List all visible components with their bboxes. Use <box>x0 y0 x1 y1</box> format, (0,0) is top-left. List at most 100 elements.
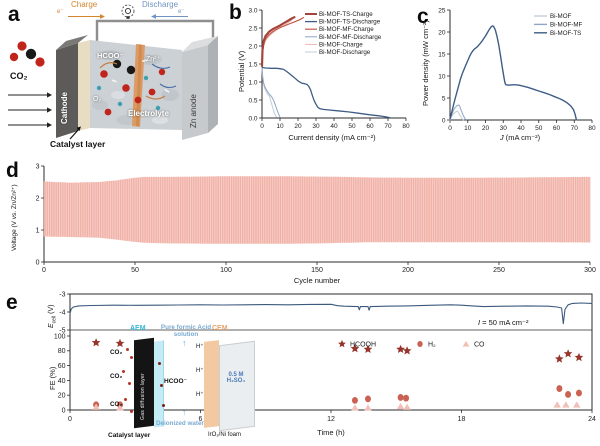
cycle-strokes <box>43 176 591 244</box>
panel-letter-b: b <box>229 1 242 24</box>
svg-text:10: 10 <box>438 73 446 80</box>
svg-text:2.5: 2.5 <box>248 25 257 32</box>
svg-text:0: 0 <box>448 125 452 132</box>
co2-dot <box>128 382 131 385</box>
inset-co2-label-3: CO₂ <box>110 401 123 408</box>
svg-text:50: 50 <box>535 125 543 132</box>
catalyst-layer-label: Catalyst layer <box>50 139 106 149</box>
catalyst-strip <box>78 40 90 131</box>
cem-membrane <box>204 340 219 428</box>
fe-scatter <box>91 338 584 411</box>
svg-text:0: 0 <box>62 407 66 414</box>
battery-schematic-canvas <box>8 4 218 140</box>
current-density-annotation: I = 50 mA cm⁻² <box>478 319 528 327</box>
svg-text:3.0: 3.0 <box>248 7 257 14</box>
chart-b-canvas: 0 10 20 30 40 50 60 70 80 0.0 0.5 1.0 1.5 2.0 2.5 3.0 Bi… <box>248 7 410 130</box>
co2-dot <box>130 410 133 413</box>
chart-d-xlabel: Cycle number <box>293 276 341 285</box>
svg-text:20: 20 <box>482 125 490 132</box>
charge-arrow <box>68 14 105 19</box>
svg-text:60: 60 <box>366 123 374 130</box>
cem-label: CEM <box>212 325 228 332</box>
co2-label: CO₂ <box>10 71 28 81</box>
fe-legend: HCOOH H₂ CO <box>338 339 485 349</box>
inset-co2-label-2: CO₂ <box>110 373 123 380</box>
svg-text:1.0: 1.0 <box>248 79 257 86</box>
charge-electron-label: e⁻ <box>57 9 64 15</box>
svg-text:10: 10 <box>464 125 472 132</box>
svg-text:80: 80 <box>402 123 410 130</box>
svg-text:6: 6 <box>199 416 203 423</box>
series-lines <box>260 16 391 119</box>
svg-text:60: 60 <box>58 363 66 370</box>
up-arrow-formic: ↑ <box>182 338 187 348</box>
chart-c-ylabel: Power density (mW cm⁻²) <box>421 19 430 106</box>
panel-a-schematic: e⁻ Charge Discharge e⁻ CO₂ Cathode HCOO⁻… <box>0 0 228 158</box>
panel-letter-a: a <box>8 3 20 26</box>
svg-text:100: 100 <box>220 267 232 274</box>
svg-text:0.5: 0.5 <box>248 97 257 104</box>
zn-ion-label: Zn²⁺ <box>146 56 161 63</box>
svg-text:70: 70 <box>571 125 579 132</box>
hcoo-dot <box>162 404 165 407</box>
panel-b-polarization-chart: 0 10 20 30 40 50 60 70 80 0.0 0.5 1.0 1.5 2.0 2.5 3.0 Bi… <box>228 0 414 158</box>
svg-text:15: 15 <box>438 51 446 58</box>
svg-text:0: 0 <box>442 117 446 124</box>
chart-e-canvas: -3 -4 -5 0 20 40 60 80 100 0 6 12 18 24 HCOOH H₂ CO <box>54 291 596 423</box>
co2-dot <box>130 356 133 359</box>
svg-text:1: 1 <box>36 227 40 234</box>
svg-text:Bi-MOF: Bi-MOF <box>550 13 572 20</box>
cathode-label: Cathode <box>60 92 69 124</box>
co2-dot <box>126 348 129 351</box>
chart-e-fe-ylabel: FE (%) <box>48 366 57 390</box>
cell-voltage-line <box>69 302 593 325</box>
gas-diffusion-layer-label: Gas diffusion layer <box>140 372 146 420</box>
series-lines <box>449 25 578 121</box>
svg-text:20: 20 <box>58 393 66 400</box>
svg-text:18: 18 <box>458 416 466 423</box>
co2-dot <box>122 370 125 373</box>
h-plus-label-1: H⁺ <box>196 344 204 350</box>
svg-text:50: 50 <box>131 267 139 274</box>
svg-text:40: 40 <box>517 125 525 132</box>
panel-c-power-density-chart: 0 10 20 30 40 50 60 70 80 0 5 10 15 20 25 Bi-MOF Bi-MOF-… <box>414 0 600 158</box>
panel-d-cycling-chart: 0 50 100 150 200 250 300 0 1 2 3 Cycle number Volt… <box>0 158 600 290</box>
chart-c-canvas: 0 10 20 30 40 50 60 70 800510152025Bi-MOFBi-MOF-… <box>438 7 596 132</box>
panel-letter-c: c <box>417 5 429 28</box>
gas-flow-arrows <box>8 92 52 128</box>
svg-text:Bi-MOF-TS-Discharge: Bi-MOF-TS-Discharge <box>319 19 381 26</box>
svg-text:2.0: 2.0 <box>248 43 257 50</box>
svg-text:300: 300 <box>584 267 596 274</box>
zn-anode-slab <box>182 36 218 140</box>
iro2-ni-foam-label: IrO₂/Ni foam <box>208 432 241 438</box>
o2-label: O₂ <box>93 96 102 103</box>
anolyte-block <box>219 340 255 432</box>
svg-text:Bi-MOF-MF: Bi-MOF-MF <box>550 21 583 28</box>
svg-text:-3: -3 <box>59 291 65 298</box>
svg-text:H₂: H₂ <box>428 342 436 349</box>
co2-molecule <box>9 41 45 67</box>
svg-text:100: 100 <box>54 333 66 340</box>
chart-c-xlabel-units: (mA cm⁻²) <box>503 133 541 142</box>
svg-text:250: 250 <box>493 267 505 274</box>
chart-d-ylabel: Voltage (V vs. Zn/Zn²⁺) <box>11 184 18 251</box>
panel-e-stability-chart: -3 -4 -5 0 20 40 60 80 100 0 6 12 18 24 HCOOH H₂ CO Ecel… <box>0 290 600 446</box>
frame: -3 -4 -5 0 20 40 60 80 100 0 6 12 18 24 <box>54 291 596 423</box>
svg-text:80: 80 <box>588 125 596 132</box>
svg-text:0: 0 <box>260 123 264 130</box>
hcoo-dot <box>158 362 161 365</box>
chart-c-xlabel-var: J <box>499 133 504 142</box>
svg-text:3: 3 <box>36 163 40 170</box>
chart-d-canvas: 0 50 100 150 200 250 300 0 1 2 3 <box>36 163 596 274</box>
inset-catalyst-layer-label: Catalyst layer <box>108 432 151 439</box>
ecell-sub: cell <box>51 315 58 324</box>
h-plus-label-3: H⁺ <box>196 392 204 398</box>
svg-text:25: 25 <box>438 7 446 14</box>
inset-hcoo-label: HCOO⁻ <box>164 378 187 385</box>
svg-text:12: 12 <box>327 416 335 423</box>
svg-text:Bi-MOF-TS-Charge: Bi-MOF-TS-Charge <box>319 11 373 18</box>
bulb-icon <box>121 4 135 19</box>
svg-text:150: 150 <box>311 267 323 274</box>
